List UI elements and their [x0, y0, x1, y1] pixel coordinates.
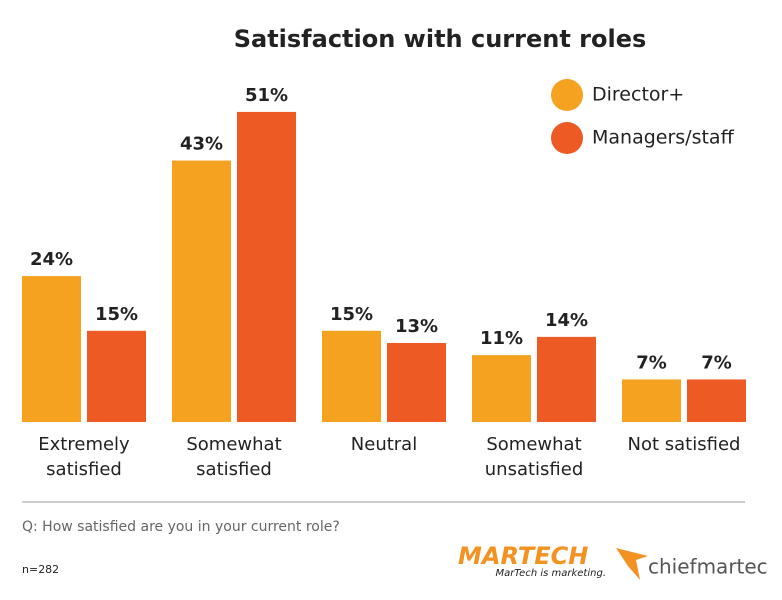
bar: [622, 379, 681, 422]
legend-label: Director+: [592, 84, 684, 106]
legend-label: Managers/staff: [592, 127, 735, 149]
legend-marker: [551, 122, 583, 154]
value-label: 11%: [480, 328, 523, 349]
bar: [237, 111, 296, 423]
bar: [687, 379, 746, 422]
bar: [172, 160, 231, 422]
x-tick-label: Neutral: [350, 434, 418, 455]
value-label: 15%: [95, 304, 138, 325]
sample-size: n=282: [22, 563, 59, 576]
value-label: 51%: [245, 85, 288, 106]
bar: [22, 276, 81, 422]
x-tick-label: Extremely satisfied: [38, 434, 130, 480]
value-label: 24%: [30, 249, 73, 270]
chiefmartec-icon: [616, 548, 648, 580]
chiefmartec-logo: chiefmartec: [648, 555, 768, 579]
x-tick-label: Somewhat unsatisfied: [484, 434, 584, 480]
value-label: 43%: [180, 134, 223, 155]
bar: [322, 330, 381, 422]
value-label: 7%: [636, 352, 667, 373]
legend-marker: [551, 79, 583, 111]
x-tick-label: Somewhat satisfied: [186, 434, 282, 480]
value-label: 14%: [545, 310, 588, 331]
bar: [537, 336, 596, 422]
x-tick-label: Not satisfied: [627, 434, 741, 455]
value-label: 13%: [395, 316, 438, 337]
martech-tagline: MarTech is marketing.: [495, 568, 606, 579]
value-label: 7%: [701, 352, 732, 373]
chart-title: Satisfaction with current roles: [234, 25, 647, 53]
question: Q: How satisfied are you in your current…: [22, 519, 340, 535]
value-label: 15%: [330, 304, 373, 325]
martech-logo: MARTECH: [458, 542, 588, 570]
bar: [472, 355, 531, 422]
bar: [387, 342, 446, 422]
bar: [87, 330, 146, 422]
